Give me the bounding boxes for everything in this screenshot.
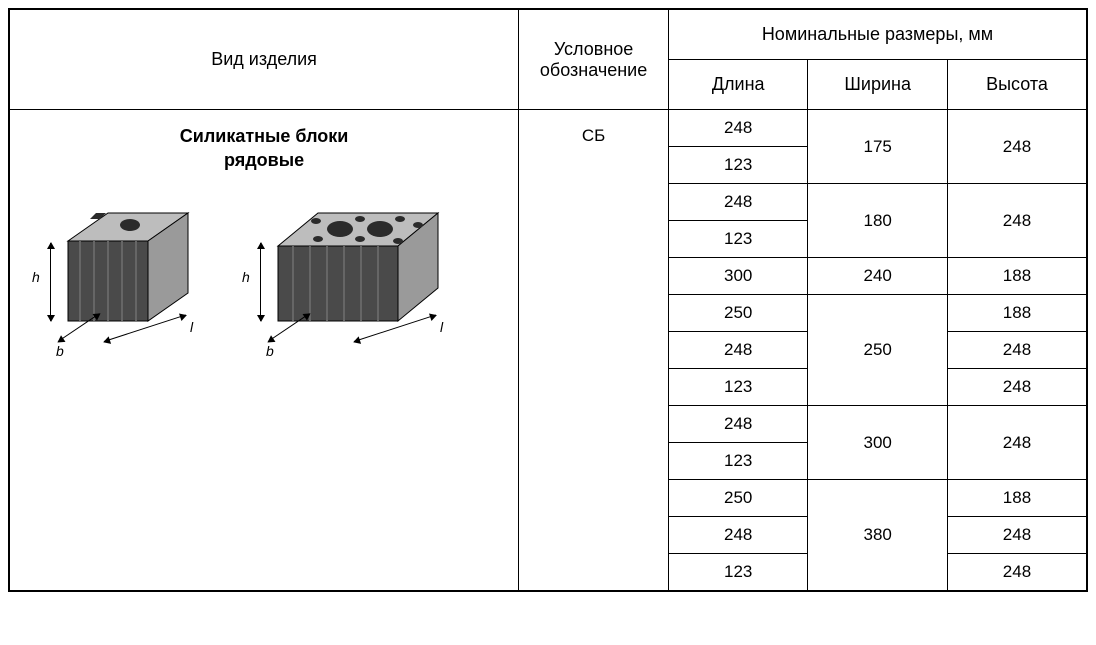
height-cell: 248 <box>947 369 1087 406</box>
length-cell: 248 <box>668 406 807 443</box>
width-cell: 175 <box>808 110 948 184</box>
height-cell: 248 <box>947 406 1087 480</box>
header-nominal-dimensions: Номинальные размеры, мм <box>668 9 1087 60</box>
header-designation: Условное обозначение <box>519 9 669 110</box>
header-width: Ширина <box>808 60 948 110</box>
width-cell: 380 <box>808 480 948 592</box>
length-cell: 123 <box>668 554 807 592</box>
product-title: Силикатные блоки рядовые <box>30 124 498 173</box>
height-cell: 188 <box>947 258 1087 295</box>
width-cell: 300 <box>808 406 948 480</box>
length-cell: 123 <box>668 443 807 480</box>
header-length: Длина <box>668 60 807 110</box>
width-cell: 180 <box>808 184 948 258</box>
height-cell: 248 <box>947 332 1087 369</box>
height-cell: 188 <box>947 480 1087 517</box>
width-cell: 250 <box>808 295 948 406</box>
spec-table: Вид изделия Условное обозначение Номинал… <box>8 8 1088 592</box>
block-large-illustration <box>248 201 458 361</box>
length-cell: 300 <box>668 258 807 295</box>
designation-cell: СБ <box>519 110 669 592</box>
product-title-line2: рядовые <box>224 150 304 170</box>
data-row: Силикатные блоки рядовые h b l <box>9 110 1087 147</box>
length-cell: 250 <box>668 295 807 332</box>
height-cell: 248 <box>947 110 1087 184</box>
product-title-line1: Силикатные блоки <box>180 126 349 146</box>
length-cell: 123 <box>668 369 807 406</box>
length-cell: 123 <box>668 147 807 184</box>
length-cell: 248 <box>668 184 807 221</box>
height-cell: 248 <box>947 554 1087 592</box>
header-height: Высота <box>947 60 1087 110</box>
height-cell: 188 <box>947 295 1087 332</box>
length-cell: 123 <box>668 221 807 258</box>
header-product-type: Вид изделия <box>9 9 519 110</box>
length-cell: 250 <box>668 480 807 517</box>
length-cell: 248 <box>668 110 807 147</box>
height-cell: 248 <box>947 517 1087 554</box>
height-cell: 248 <box>947 184 1087 258</box>
length-cell: 248 <box>668 517 807 554</box>
length-cell: 248 <box>668 332 807 369</box>
blocks-illustration: h b l h b l <box>30 201 498 381</box>
width-cell: 240 <box>808 258 948 295</box>
product-cell: Силикатные блоки рядовые h b l <box>9 110 519 592</box>
